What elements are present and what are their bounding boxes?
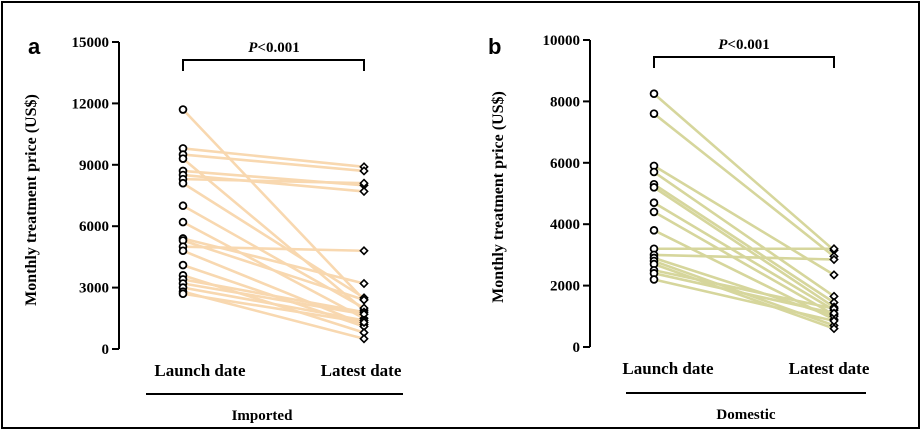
latest-point xyxy=(359,278,369,289)
latest-point xyxy=(359,186,369,197)
x-category-latest: Latest date xyxy=(789,359,870,378)
launch-point xyxy=(649,207,659,217)
paired-line xyxy=(181,108,366,302)
paired-line xyxy=(652,262,836,330)
y-tick-label: 6000 xyxy=(79,219,109,235)
y-tick-label: 9000 xyxy=(79,158,109,174)
latest-point xyxy=(359,334,369,344)
latest-point xyxy=(359,317,369,328)
launch-point xyxy=(649,109,659,118)
y-tick-label: 2000 xyxy=(550,279,580,295)
paired-line xyxy=(652,182,836,304)
latest-point xyxy=(359,166,369,176)
y-tick-label: 4000 xyxy=(550,217,580,233)
paired-line xyxy=(652,112,836,258)
y-tick-label: 6000 xyxy=(550,156,580,172)
x-category-latest: Latest date xyxy=(321,361,402,380)
launch-point xyxy=(178,289,188,299)
paired-line xyxy=(181,157,366,312)
launch-point xyxy=(649,167,659,177)
x-category-launch: Launch date xyxy=(622,359,714,378)
latest-point xyxy=(829,254,839,265)
panel-imported: a Monthly treatment price (US$) 0 3000 600… xyxy=(23,34,403,424)
paired-line xyxy=(652,210,836,317)
latest-point xyxy=(829,316,839,326)
paired-line xyxy=(652,229,836,321)
launch-point xyxy=(649,198,659,208)
y-tick-label: 8000 xyxy=(550,94,580,110)
paired-line xyxy=(181,286,366,322)
paired-line xyxy=(181,177,366,185)
significance-bracket xyxy=(182,59,365,71)
paired-line xyxy=(181,237,366,285)
panel-domestic: b Monthly treatment price (US$) 0 2000 400… xyxy=(488,33,870,423)
panel-letter-a: a xyxy=(28,34,41,59)
group-label-imported: Imported xyxy=(232,408,293,424)
latest-point xyxy=(359,178,369,188)
series-lines xyxy=(181,108,366,341)
paired-line xyxy=(652,170,836,298)
paired-line xyxy=(181,181,366,300)
paired-line xyxy=(652,186,836,309)
launch-point xyxy=(178,154,188,163)
paired-line xyxy=(181,249,366,326)
latest-point xyxy=(359,295,369,305)
paired-line xyxy=(652,278,836,323)
launch-point xyxy=(649,89,659,99)
paired-line xyxy=(652,268,836,310)
launch-point xyxy=(178,201,188,211)
y-tick-label: 0 xyxy=(573,340,581,356)
launch-point xyxy=(178,178,188,188)
launch-point xyxy=(649,275,659,284)
y-tick-label: 0 xyxy=(102,342,110,358)
paired-line xyxy=(652,253,836,261)
y-ticks: 0 2000 4000 6000 8000 10000 xyxy=(543,33,590,356)
paired-line xyxy=(181,239,366,302)
significance-bracket xyxy=(653,56,835,68)
launch-point xyxy=(649,226,659,235)
p-value-annotation: P<0.001 xyxy=(248,40,299,56)
y-axis-label: Monthly treatment price (US$) xyxy=(23,94,40,306)
launch-point xyxy=(178,246,188,256)
paired-line xyxy=(652,164,836,277)
latest-point xyxy=(829,244,839,254)
series-markers xyxy=(178,105,369,344)
panel-letter-b: b xyxy=(488,34,501,59)
y-axis-label: Monthly treatment price (US$) xyxy=(490,91,507,303)
group-label-domestic: Domestic xyxy=(716,407,775,423)
launch-point xyxy=(178,260,188,270)
paired-line xyxy=(181,278,366,314)
paired-line xyxy=(181,282,366,316)
latest-point xyxy=(359,246,369,256)
y-tick-label: 12000 xyxy=(72,96,110,112)
y-ticks: 0 3000 6000 9000 12000 15000 xyxy=(72,35,119,358)
p-value-annotation: P<0.001 xyxy=(718,37,769,53)
series-lines xyxy=(652,92,836,330)
x-category-launch: Launch date xyxy=(154,361,246,380)
paired-line xyxy=(652,272,836,315)
latest-point xyxy=(829,323,839,334)
launch-point xyxy=(178,217,188,227)
paired-line xyxy=(181,153,366,173)
latest-point xyxy=(829,270,839,280)
y-tick-label: 3000 xyxy=(79,281,109,297)
paired-line xyxy=(181,147,366,169)
y-tick-label: 10000 xyxy=(543,33,581,49)
paired-line xyxy=(181,173,366,193)
paired-line xyxy=(652,92,836,252)
paired-line xyxy=(181,292,366,324)
launch-point xyxy=(649,183,659,192)
series-markers xyxy=(649,89,839,334)
y-tick-label: 15000 xyxy=(72,35,110,51)
launch-point xyxy=(178,105,188,114)
paired-line xyxy=(181,245,366,253)
